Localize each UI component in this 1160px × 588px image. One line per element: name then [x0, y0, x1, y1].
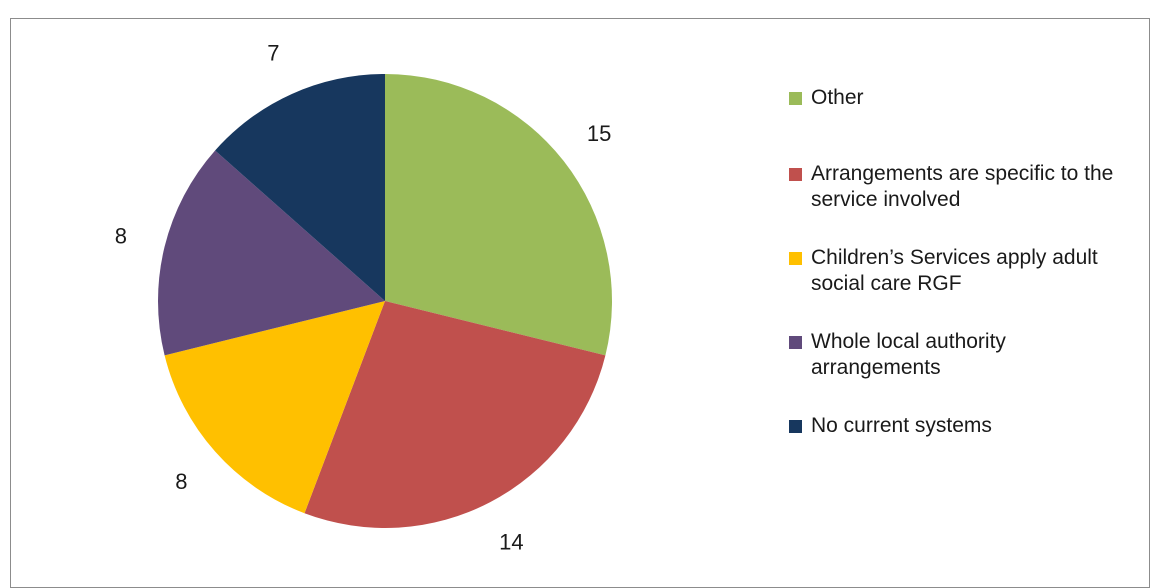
data-label-other: 15: [587, 121, 611, 146]
data-label-service-specific: 14: [499, 529, 523, 554]
legend-label-whole-authority-line2: arrangements: [811, 356, 941, 379]
legend-swatch-whole-authority: [789, 336, 802, 349]
legend-swatch-other: [789, 92, 802, 105]
legend-item-other: Other: [789, 85, 1160, 111]
pie-chart: 15 14 8 8 7: [115, 40, 613, 554]
legend-swatch-service-specific: [789, 168, 802, 181]
legend-swatch-childrens-services: [789, 252, 802, 265]
data-label-whole-authority: 8: [115, 223, 127, 248]
pie-slice-service-specific: [304, 301, 606, 528]
pie-slice-other: [385, 74, 613, 356]
pie-slice-childrens-services: [164, 301, 385, 514]
pie-slice-no-current-systems: [215, 74, 385, 301]
legend-label-service-specific-line1: Arrangements are specific to the: [811, 162, 1114, 185]
legend-label-other: Other: [811, 86, 864, 109]
data-label-no-current-systems: 7: [267, 40, 279, 65]
legend-label-whole-authority-line1: Whole local authority: [811, 330, 1006, 353]
legend-label-no-current-systems: No current systems: [811, 414, 992, 437]
legend-item-childrens-services: Children’s Services apply adult social c…: [789, 245, 1160, 297]
legend-label-childrens-services-line2: social care RGF: [811, 272, 962, 295]
legend-label-childrens-services-line1: Children’s Services apply adult: [811, 246, 1098, 269]
legend-item-no-current-systems: No current systems: [789, 413, 1160, 439]
legend-label-service-specific-line2: service involved: [811, 188, 961, 211]
legend-swatch-no-current-systems: [789, 420, 802, 433]
legend-item-whole-authority: Whole local authority arrangements: [789, 329, 1160, 381]
data-label-childrens-services: 8: [175, 469, 187, 494]
legend-item-service-specific: Arrangements are specific to the service…: [789, 161, 1160, 213]
chart-area: 15 14 8 8 7 Other Arrangements are specific …: [10, 18, 1150, 588]
pie-slice-whole-authority: [158, 150, 385, 356]
